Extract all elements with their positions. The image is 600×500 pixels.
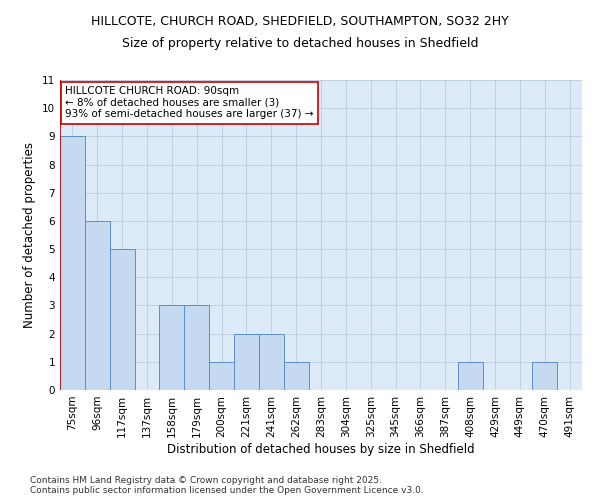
Bar	[60, 136, 85, 390]
Bar	[458, 362, 482, 390]
Bar	[85, 221, 110, 390]
Bar	[209, 362, 234, 390]
Text: Contains HM Land Registry data © Crown copyright and database right 2025.
Contai: Contains HM Land Registry data © Crown c…	[30, 476, 424, 495]
X-axis label: Distribution of detached houses by size in Shedfield: Distribution of detached houses by size …	[167, 442, 475, 456]
Bar	[160, 306, 184, 390]
Bar	[184, 306, 209, 390]
Bar	[234, 334, 259, 390]
Text: HILLCOTE CHURCH ROAD: 90sqm
← 8% of detached houses are smaller (3)
93% of semi-: HILLCOTE CHURCH ROAD: 90sqm ← 8% of deta…	[65, 86, 314, 120]
Y-axis label: Number of detached properties: Number of detached properties	[23, 142, 37, 328]
Bar	[110, 249, 134, 390]
Text: Size of property relative to detached houses in Shedfield: Size of property relative to detached ho…	[122, 38, 478, 51]
Bar	[532, 362, 557, 390]
Bar	[259, 334, 284, 390]
Text: HILLCOTE, CHURCH ROAD, SHEDFIELD, SOUTHAMPTON, SO32 2HY: HILLCOTE, CHURCH ROAD, SHEDFIELD, SOUTHA…	[91, 15, 509, 28]
Bar	[284, 362, 308, 390]
